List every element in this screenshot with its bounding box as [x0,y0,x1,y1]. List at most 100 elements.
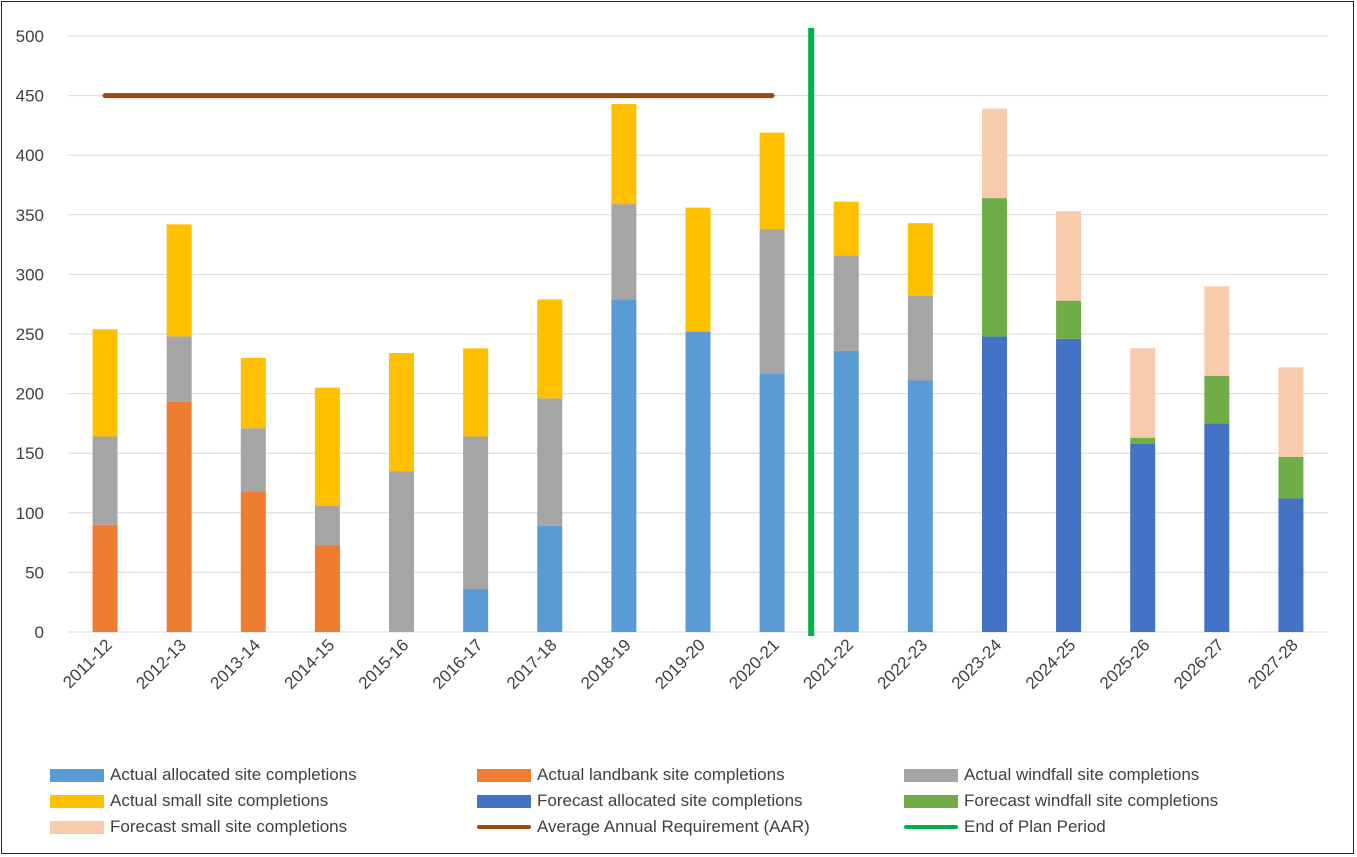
legend-item-aar: Average Annual Requirement (AAR) [477,817,904,837]
bar-segment [1130,348,1156,438]
legend-swatch [904,768,958,782]
legend-item-actual-small: Actual small site completions [50,791,477,811]
legend-item-end-of-plan: End of Plan Period [904,817,1106,837]
bar-segment [981,108,1007,199]
legend-item-forecast-small: Forecast small site completions [50,817,477,837]
legend: Actual allocated site completions Actual… [50,762,1340,840]
legend-swatch [50,794,104,808]
legend-row: Actual small site completions Forecast a… [50,788,1340,814]
x-tick-label: 2018-19 [577,635,635,693]
bar-segment [907,295,933,381]
bar-segment [92,329,118,437]
bar-segment [685,207,711,332]
x-tick-label: 2016-17 [429,635,487,693]
bar-segment [92,524,118,632]
bar-segment [92,436,118,525]
bar-segment [833,255,859,351]
legend-label: Forecast allocated site completions [537,791,803,810]
bar-segment [907,380,933,632]
x-tick-label: 2025-26 [1096,635,1154,693]
legend-item-forecast-allocated: Forecast allocated site completions [477,791,904,811]
legend-item-actual-windfall: Actual windfall site completions [904,765,1199,785]
bar-segment [1278,498,1304,632]
legend-label: Actual landbank site completions [537,765,785,784]
bar-segment [240,428,266,492]
bar-segment [166,224,192,337]
legend-item-forecast-windfall: Forecast windfall site completions [904,791,1218,811]
bar-segment [981,336,1007,632]
x-tick-label: 2020-21 [725,635,783,693]
legend-label: Forecast windfall site completions [964,791,1219,810]
legend-label: Actual allocated site completions [110,765,357,784]
bar-segment [907,223,933,296]
legend-item-actual-allocated: Actual allocated site completions [50,765,477,785]
legend-swatch [904,825,958,829]
y-tick-label: 150 [16,444,44,463]
x-tick-label: 2022-23 [874,635,932,693]
y-tick-label: 250 [16,325,44,344]
legend-label: Actual windfall site completions [964,765,1200,784]
y-tick-label: 350 [16,206,44,225]
bar-segment [981,198,1007,337]
x-tick-label: 2017-18 [503,635,561,693]
legend-row: Actual allocated site completions Actual… [50,762,1340,788]
bar-segment [685,331,711,632]
x-tick-label: 2014-15 [281,635,339,693]
bar-segment [833,350,859,632]
legend-swatch [50,768,104,782]
y-tick-label: 50 [25,563,44,582]
bar-segment [1056,300,1082,339]
x-axis-tick-labels: 2011-12 2012-13 2013-14 2014-15 2015-16 2016-… [59,635,1302,693]
legend-row: Forecast small site completions Average … [50,814,1340,840]
bar-segment [314,544,340,632]
bar-segment [1204,286,1230,376]
bar-segment [166,401,192,632]
x-tick-label: 2015-16 [355,635,413,693]
x-tick-label: 2026-27 [1170,635,1228,693]
legend-item-actual-landbank: Actual landbank site completions [477,765,904,785]
bar-segment [611,103,637,205]
y-tick-label: 450 [16,87,44,106]
bars [92,103,1304,632]
legend-swatch [477,825,531,829]
bar-segment [611,204,637,300]
bar-segment [759,229,785,374]
x-tick-label: 2011-12 [59,635,116,692]
x-tick-label: 2024-25 [1022,635,1080,693]
bar-segment [759,373,785,632]
bar-segment [314,505,340,545]
bar-segment [1130,437,1156,444]
legend-swatch [477,768,531,782]
legend-swatch [904,794,958,808]
bar-segment [240,357,266,429]
y-tick-label: 500 [16,27,44,46]
bar-segment [1204,423,1230,632]
bar-segment [1130,443,1156,632]
y-tick-label: 300 [16,265,44,284]
bar-segment [166,336,192,402]
y-tick-label: 400 [16,146,44,165]
legend-swatch [477,794,531,808]
bar-segment [759,132,785,230]
legend-label: End of Plan Period [964,817,1106,836]
bar-segment [463,348,489,437]
bar-segment [463,436,489,590]
bar-segment [537,299,563,399]
bar-segment [611,299,637,632]
legend-label: Average Annual Requirement (AAR) [537,817,810,836]
y-tick-label: 100 [16,504,44,523]
bar-segment [1278,456,1304,499]
x-tick-label: 2019-20 [651,635,709,693]
x-tick-label: 2012-13 [132,635,190,693]
bar-segment [389,353,415,472]
x-tick-label: 2027-28 [1244,635,1302,693]
bar-segment [463,589,489,632]
legend-label: Forecast small site completions [110,817,348,836]
legend-label: Actual small site completions [110,791,329,810]
x-tick-label: 2013-14 [207,635,265,693]
x-tick-label: 2023-24 [948,635,1006,693]
bar-segment [389,471,415,632]
bar-segment [1204,375,1230,424]
